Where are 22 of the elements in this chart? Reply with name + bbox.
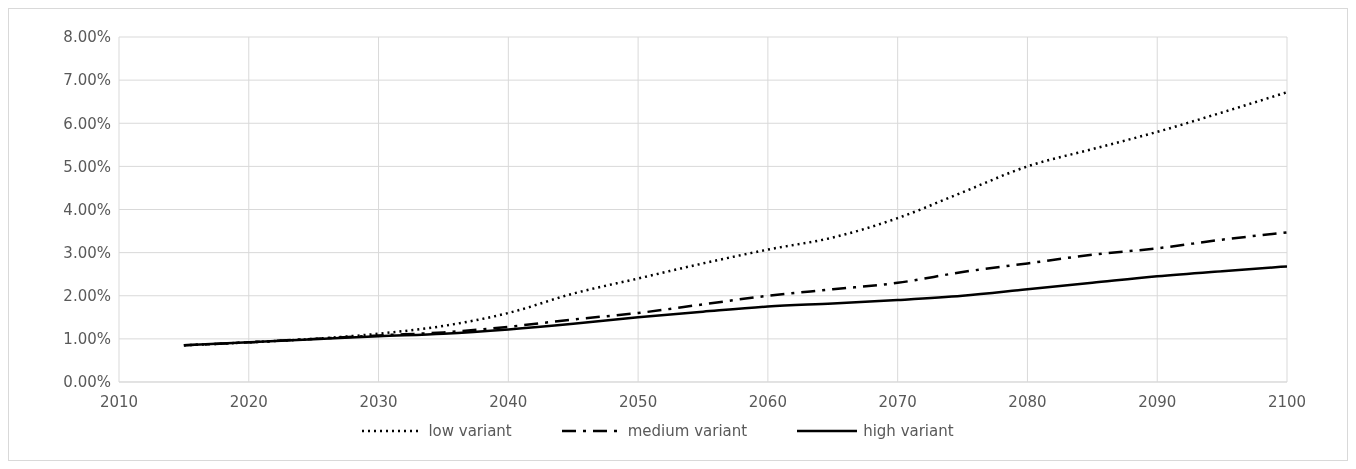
y-tick-label: 4.00% [63, 200, 111, 219]
y-tick-label: 2.00% [63, 287, 111, 306]
y-tick-label: 0.00% [63, 373, 111, 392]
x-tick-label: 2090 [1138, 392, 1177, 411]
x-tick-label: 2040 [489, 392, 528, 411]
x-tick-label: 2030 [359, 392, 398, 411]
y-tick-label: 7.00% [63, 71, 111, 90]
x-tick-label: 2050 [619, 392, 658, 411]
x-tick-label: 2020 [229, 392, 268, 411]
y-tick-label: 6.00% [63, 114, 111, 133]
legend-label: medium variant [627, 422, 748, 440]
x-tick-label: 2060 [748, 392, 787, 411]
x-tick-label: 2010 [99, 392, 139, 411]
legend-label: low variant [428, 422, 512, 440]
y-tick-label: 5.00% [63, 157, 111, 176]
y-tick-label: 1.00% [63, 330, 111, 349]
x-tick-label: 2080 [1008, 392, 1047, 411]
x-tick-label: 2100 [1267, 392, 1307, 411]
y-tick-label: 3.00% [63, 243, 111, 262]
legend-label: high variant [863, 422, 954, 440]
x-tick-label: 2070 [878, 392, 917, 411]
y-tick-label: 8.00% [63, 28, 111, 47]
